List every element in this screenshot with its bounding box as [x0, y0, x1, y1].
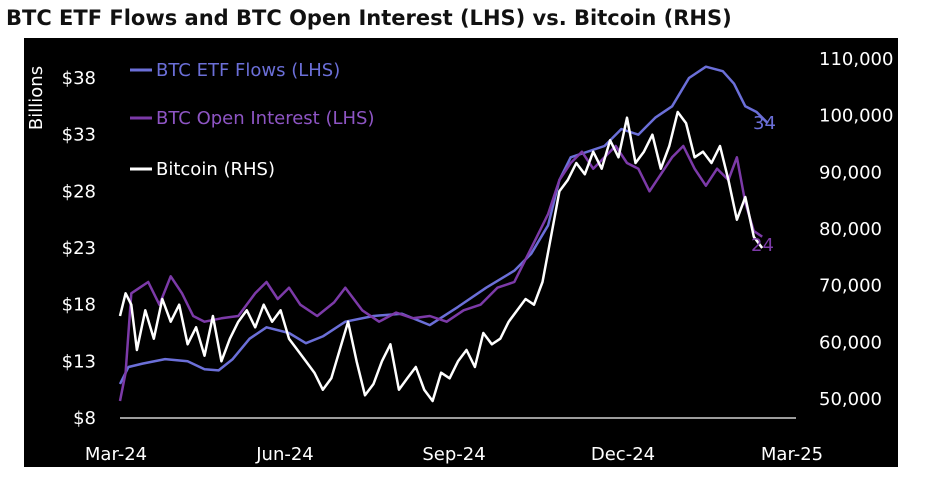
- legend-item-etf: BTC ETF Flows (LHS): [130, 60, 340, 81]
- y-right-tick-label: 70,000: [819, 276, 882, 297]
- y-right-tick-label: 80,000: [819, 219, 882, 240]
- x-tick-label: Dec-24: [591, 444, 655, 465]
- legend-label-etf: BTC ETF Flows (LHS): [156, 60, 340, 81]
- y-left-tick-label: $33: [62, 125, 96, 146]
- y-right-tick-label: 60,000: [819, 332, 882, 353]
- y-left-tick-label: $28: [62, 181, 96, 202]
- y-left-tick-label: $13: [62, 351, 96, 372]
- series-line-open-interest: [118, 144, 763, 402]
- series-layer: [118, 65, 769, 403]
- right-y-axis: 110,000 100,000 90,000 80,000 70,000 60,000 50…: [819, 49, 893, 410]
- y-left-tick-label: $23: [62, 238, 96, 259]
- line-chart: Billions $38 $33 $28 $23 $18 $13 $8 110,000 100…: [26, 49, 893, 465]
- series-line-bitcoin: [118, 110, 764, 403]
- y-axis-label: Billions: [26, 66, 47, 130]
- legend-label-bitcoin: Bitcoin (RHS): [156, 159, 275, 180]
- y-left-tick-label: $18: [62, 295, 96, 316]
- y-left-tick-label: $8: [73, 408, 96, 429]
- legend-item-bitcoin: Bitcoin (RHS): [130, 159, 275, 180]
- y-right-tick-label: 50,000: [819, 389, 882, 410]
- legend: BTC ETF Flows (LHS) BTC Open Interest (L…: [130, 60, 375, 180]
- x-tick-label: Jun-24: [255, 444, 314, 465]
- y-left-tick-label: $38: [62, 68, 96, 89]
- x-axis: Mar-24 Jun-24 Sep-24 Dec-24 Mar-25: [85, 444, 823, 465]
- etf-end-label: 34: [753, 113, 776, 134]
- left-y-axis: $38 $33 $28 $23 $18 $13 $8: [62, 68, 96, 429]
- legend-item-oi: BTC Open Interest (LHS): [130, 108, 375, 129]
- chart-title: BTC ETF Flows and BTC Open Interest (LHS…: [6, 6, 732, 30]
- y-right-tick-label: 110,000: [819, 49, 893, 70]
- oi-end-label: 24: [751, 235, 774, 256]
- series-line-etf-flows: [118, 65, 769, 385]
- x-tick-label: Mar-24: [85, 444, 147, 465]
- x-tick-label: Sep-24: [422, 444, 485, 465]
- x-tick-label: Mar-25: [761, 444, 823, 465]
- chart-area: Billions $38 $33 $28 $23 $18 $13 $8 110,000 100…: [24, 38, 898, 467]
- y-right-tick-label: 100,000: [819, 106, 893, 127]
- y-right-tick-label: 90,000: [819, 162, 882, 183]
- legend-label-oi: BTC Open Interest (LHS): [156, 108, 375, 129]
